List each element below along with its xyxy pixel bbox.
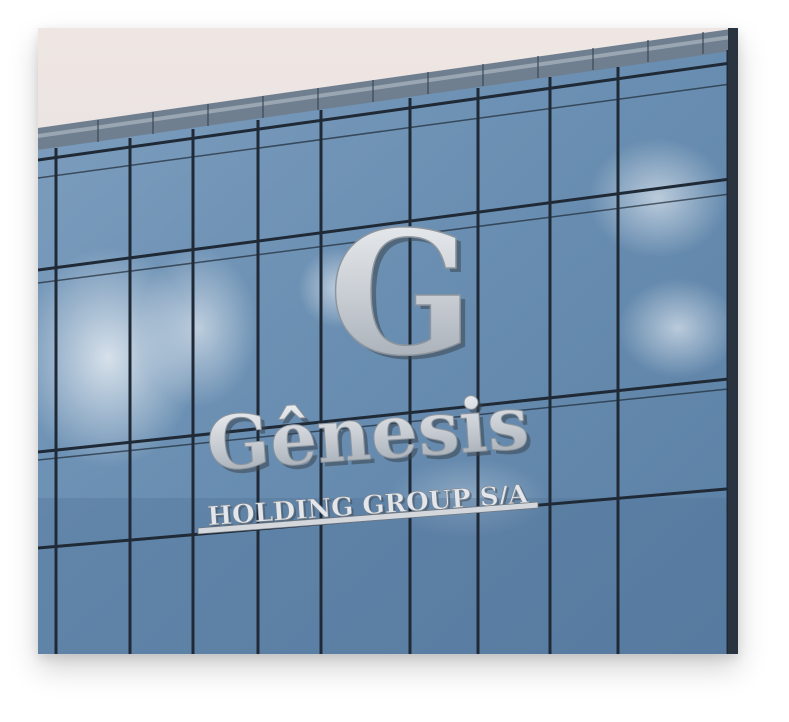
monogram-shadow: G [333,198,478,398]
building-facade-illustration: G G Gênesis Gênesis HOLDING GROUP S/A HO… [38,28,738,654]
building-edge [728,28,738,654]
tagline-underline [197,501,539,535]
roof-parapet [38,28,738,150]
vertical-mullions [54,50,730,654]
building-photo: G G Gênesis Gênesis HOLDING GROUP S/A HO… [38,28,738,654]
monogram-letter: G [328,194,473,394]
